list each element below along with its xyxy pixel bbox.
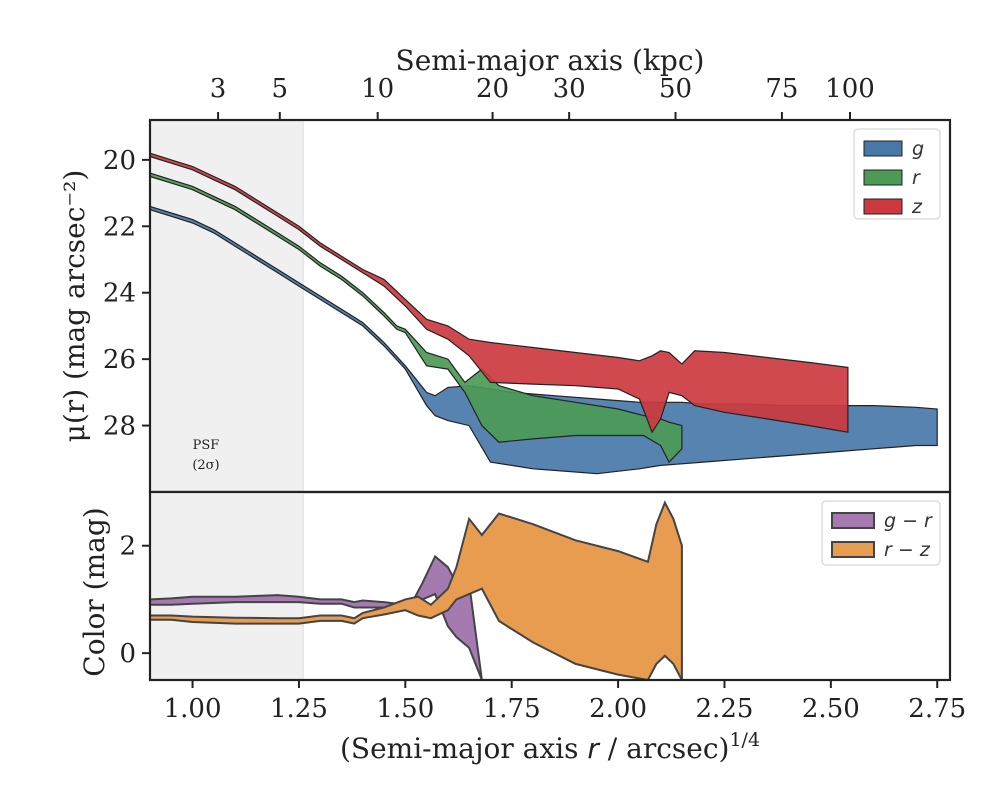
x-tick-label: 2.75 xyxy=(908,694,966,724)
y-tick-label: 22 xyxy=(103,212,136,242)
band-legend: grz xyxy=(853,128,941,220)
legend-label: r xyxy=(912,167,921,189)
x-tick-label: 2.00 xyxy=(589,694,647,724)
color-y-axis-ticks: 02 xyxy=(119,532,150,669)
kpc-tick-label: 5 xyxy=(272,74,289,104)
psf-sigma-label: (2σ) xyxy=(192,458,219,473)
band-r-area xyxy=(151,172,683,464)
bottom-x-axis-title: (Semi-major axis r / arcsec)1/4 xyxy=(340,729,760,765)
legend-label: z xyxy=(911,196,923,218)
y-tick-label: 20 xyxy=(103,146,136,176)
psf-label: PSF xyxy=(193,438,220,453)
bottom-plot-frame xyxy=(148,490,952,682)
legend-label: r − z xyxy=(884,539,931,561)
top-x-axis-title: Semi-major axis (kpc) xyxy=(396,44,705,77)
x-tick-label: 2.50 xyxy=(802,694,860,724)
band-z-area xyxy=(151,152,849,434)
kpc-tick-label: 10 xyxy=(361,74,394,104)
legend-swatch xyxy=(863,198,903,215)
top-y-axis-title: μ(r) (mag arcsec⁻²) xyxy=(58,170,91,443)
legend-swatch xyxy=(831,512,875,529)
x-tick-label: 1.25 xyxy=(270,694,328,724)
y-axis-ticks: 20 22 24 26 28 xyxy=(103,146,150,442)
kpc-tick-label: 3 xyxy=(210,74,227,104)
kpc-tick-label: 100 xyxy=(825,74,875,104)
kpc-tick-label: 30 xyxy=(553,74,586,104)
y-tick-label: 24 xyxy=(103,279,136,309)
kpc-tick-label: 50 xyxy=(659,74,692,104)
psf-shaded-region-bottom xyxy=(150,492,304,680)
psf-shaded-region xyxy=(150,120,304,492)
legend-swatch xyxy=(831,541,875,558)
color-profiles xyxy=(151,500,683,679)
x-tick-label: 1.50 xyxy=(376,694,434,724)
x-tick-label: 2.25 xyxy=(696,694,754,724)
kpc-tick-label: 75 xyxy=(765,74,798,104)
color-y-tick-label: 2 xyxy=(119,532,136,562)
legend-swatch xyxy=(863,140,903,157)
bottom-y-axis-title: Color (mag) xyxy=(78,507,111,676)
x-tick-label: 1.75 xyxy=(483,694,541,724)
color-band-g-r-area xyxy=(151,554,483,679)
x-tick-label: 1.00 xyxy=(164,694,222,724)
color-band-r-z-area xyxy=(151,500,683,679)
color-panel: 02 1.00 1.25 1.50 1.75 2.00 2.25 2.50 2.75 g − … xyxy=(78,490,966,765)
y-tick-label: 28 xyxy=(103,412,136,442)
top-x-axis-ticks: 3 5 10 20 30 50 75 100 xyxy=(210,74,875,120)
y-tick-label: 26 xyxy=(103,345,136,375)
kpc-tick-label: 20 xyxy=(476,74,509,104)
color-y-tick-label: 0 xyxy=(119,639,136,669)
color-legend: g − r r − z xyxy=(821,500,941,566)
legend-swatch xyxy=(863,169,903,186)
legend-label: g xyxy=(912,138,924,160)
legend-label: g − r xyxy=(884,510,933,532)
x-axis-ticks: 1.00 1.25 1.50 1.75 2.00 2.25 2.50 2.75 xyxy=(164,680,966,724)
band-profiles xyxy=(151,152,938,475)
